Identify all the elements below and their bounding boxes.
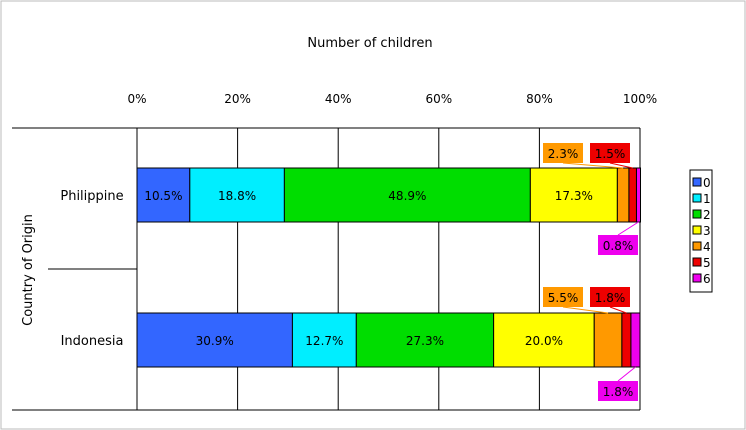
callout-label: 0.8% (603, 239, 634, 253)
legend-label: 3 (703, 224, 711, 238)
callout-label: 5.5% (548, 291, 579, 305)
bar-segment (628, 167, 637, 223)
data-label: 20.0% (525, 334, 563, 348)
data-label: 12.7% (305, 334, 343, 348)
callout-leader (617, 366, 636, 382)
legend-label: 4 (703, 240, 711, 254)
x-tick-label: 40% (325, 92, 352, 106)
legend-swatch (692, 241, 702, 251)
callout-label: 1.8% (595, 291, 626, 305)
x-tick-label: 80% (526, 92, 553, 106)
category-label: Philippine (60, 189, 123, 204)
callout-box (543, 143, 583, 163)
legend-swatch (692, 257, 702, 267)
legend-swatch (692, 273, 702, 283)
callout-leader (562, 162, 624, 169)
bar-segment (136, 167, 191, 223)
legend-swatch (692, 193, 702, 203)
callout-leader (562, 306, 609, 314)
x-tick-label: 20% (224, 92, 251, 106)
bar-segment (529, 167, 618, 223)
x-tick-label: 60% (425, 92, 452, 106)
x-tick-labels: 0% 20% 40% 60% 80% 100% (127, 92, 657, 106)
data-label: 48.9% (388, 189, 426, 203)
legend-label: 6 (703, 272, 711, 286)
legend-swatch (692, 225, 702, 235)
callout-label: 1.8% (603, 385, 634, 399)
category-label: Indonesia (61, 334, 124, 349)
y-axis-title: Country of Origin (21, 214, 36, 326)
callout-leader (617, 221, 639, 236)
bar-segment (630, 312, 641, 368)
bar-segment (291, 312, 357, 368)
data-label: 18.8% (218, 189, 256, 203)
bar-segment (635, 167, 642, 223)
callout-box (543, 287, 583, 307)
bar-segments (136, 167, 642, 368)
legend-swatch (692, 209, 702, 219)
bar-segment (593, 312, 623, 368)
bar-segment (136, 312, 293, 368)
bar-segment (493, 312, 595, 368)
legend-label: 0 (703, 176, 711, 190)
callout-box (598, 235, 638, 255)
data-label: 10.5% (144, 189, 182, 203)
bar-segment (283, 167, 531, 223)
callout-label: 1.5% (595, 147, 626, 161)
callout-box (590, 287, 630, 307)
callout-label: 2.3% (548, 147, 579, 161)
legend: 0 1 2 3 4 5 6 (689, 169, 713, 293)
data-labels: 10.5% 18.8% 48.9% 17.3% 2.3% 1.5% 0.8% 30.9% 12.… (144, 143, 639, 401)
callout-leader (609, 306, 627, 314)
bar-segment (189, 167, 285, 223)
callout-box (590, 143, 630, 163)
x-tick-label: 100% (623, 92, 657, 106)
callout-box (598, 381, 638, 401)
data-label: 17.3% (555, 189, 593, 203)
legend-label: 5 (703, 256, 711, 270)
callout-leader (609, 162, 633, 169)
data-label: 30.9% (196, 334, 234, 348)
legend-label: 2 (703, 208, 711, 222)
legend-label: 1 (703, 192, 711, 206)
category-labels: Philippine Indonesia (60, 189, 123, 349)
data-label: 27.3% (406, 334, 444, 348)
bar-segment (616, 167, 630, 223)
x-tick-label: 0% (127, 92, 146, 106)
bar-segment (355, 312, 495, 368)
chart-title: Number of children (307, 36, 432, 51)
legend-swatch (692, 177, 702, 187)
bar-segment (621, 312, 632, 368)
